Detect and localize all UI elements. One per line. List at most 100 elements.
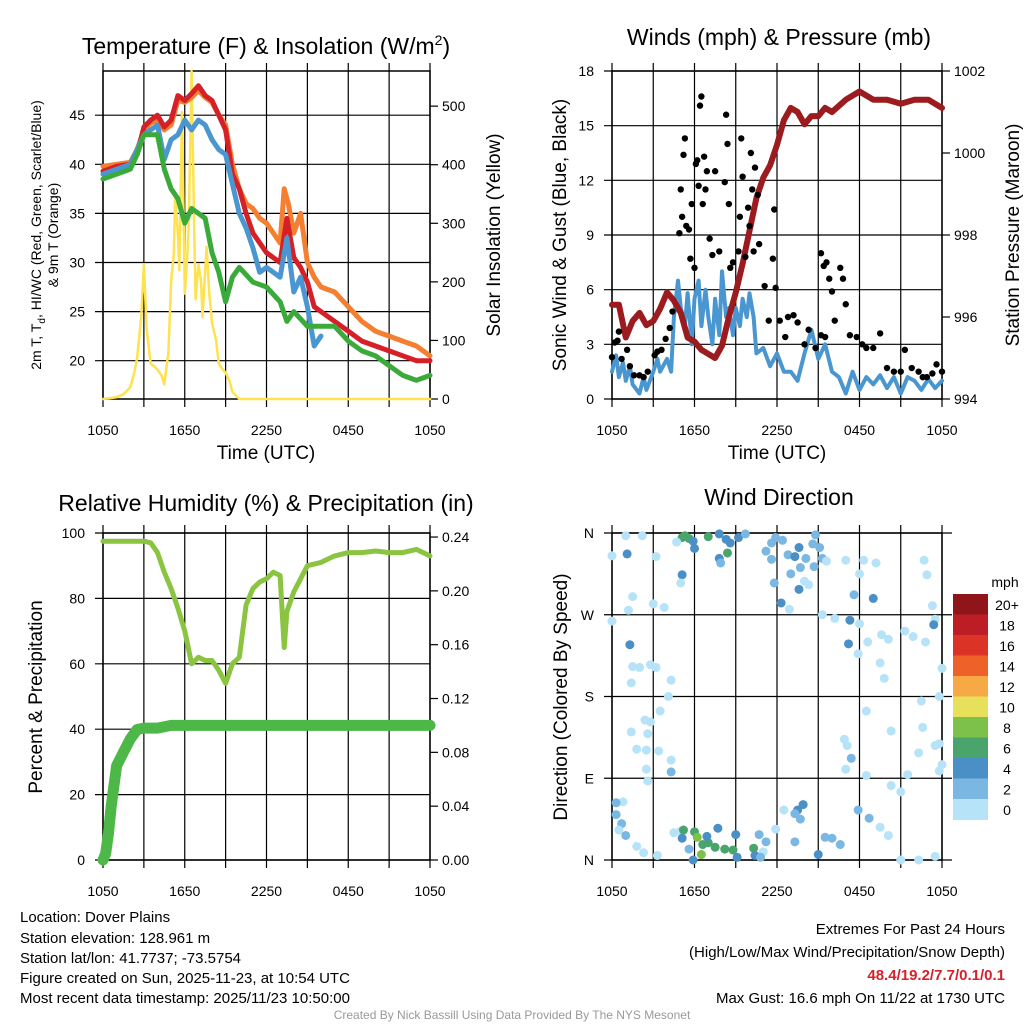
wind-direction-point bbox=[776, 598, 786, 608]
gust-point bbox=[666, 324, 673, 332]
gust-point bbox=[772, 284, 779, 292]
y2-tick-label: 100 bbox=[442, 332, 466, 348]
wind-direction-point bbox=[702, 831, 712, 841]
wind-direction-point bbox=[628, 592, 638, 602]
gust-point bbox=[837, 264, 844, 271]
wind-direction-point bbox=[934, 692, 944, 701]
wind-direction-point bbox=[937, 760, 947, 770]
y2-tick-label: 300 bbox=[442, 215, 466, 231]
grid bbox=[95, 525, 438, 868]
wind-direction-point bbox=[651, 662, 661, 672]
wind-direction-point bbox=[621, 531, 631, 541]
gust-point bbox=[694, 157, 701, 164]
series-line-precipitation bbox=[97, 719, 436, 866]
y2-tick-label: 0.12 bbox=[442, 691, 469, 707]
y-tick-label: 18 bbox=[578, 63, 594, 79]
gust-point bbox=[801, 341, 808, 348]
series-line-2m-t bbox=[100, 83, 433, 364]
temperature-chart-title: Temperature (F) & Insolation (W/m2) bbox=[82, 32, 450, 59]
wind-direction-point bbox=[808, 539, 818, 549]
wind-direction-point bbox=[618, 797, 628, 807]
y-tick-label: 20 bbox=[69, 353, 85, 369]
gust-point bbox=[876, 330, 884, 337]
station-lat-lon: Station lat/lon: 41.7737; -73.5754 bbox=[20, 950, 241, 967]
wind-direction-point bbox=[820, 832, 830, 842]
legend-label: 4 bbox=[1003, 761, 1011, 777]
x-tick-label: 1050 bbox=[87, 422, 118, 438]
extremes-title: Extremes For Past 24 Hours bbox=[816, 921, 1005, 938]
gust-point bbox=[640, 373, 647, 381]
y2-tick-label: 400 bbox=[442, 157, 466, 173]
gust-point bbox=[662, 335, 669, 343]
gust-point bbox=[744, 204, 752, 211]
gust-point bbox=[630, 372, 638, 379]
y-tick-label: N bbox=[584, 852, 594, 868]
gust-point bbox=[626, 363, 634, 370]
legend-label: 6 bbox=[1003, 741, 1011, 757]
humidity-chart-title: Relative Humidity (%) & Precipitation (i… bbox=[58, 490, 473, 516]
wind-direction-point bbox=[624, 605, 633, 615]
series-line-solar-insolation bbox=[101, 69, 432, 401]
gust-point bbox=[735, 248, 742, 255]
wind-direction-point bbox=[652, 850, 662, 860]
legend-swatch bbox=[953, 635, 988, 656]
y-tick-label: 3 bbox=[586, 336, 594, 352]
gust-point bbox=[769, 255, 777, 262]
wind-direction-point bbox=[641, 764, 651, 774]
legend-swatch bbox=[953, 614, 988, 636]
y-tick-label: 45 bbox=[69, 107, 85, 123]
gust-point bbox=[725, 200, 733, 208]
gust-point bbox=[812, 344, 819, 352]
gust-point bbox=[761, 282, 768, 290]
legend-swatch bbox=[953, 717, 988, 738]
wind-direction-point bbox=[663, 692, 673, 701]
wind-direction-point bbox=[710, 842, 720, 852]
wind-direction-point bbox=[868, 593, 878, 603]
legend-title: mph bbox=[991, 574, 1018, 590]
gust-point bbox=[739, 173, 746, 180]
legend-swatch bbox=[953, 696, 988, 718]
wind-direction-point bbox=[790, 552, 800, 562]
legend-label: 8 bbox=[1003, 720, 1011, 736]
figure-created: Figure created on Sun, 2025-11-23, at 10… bbox=[20, 970, 350, 987]
wind-direction-point bbox=[813, 850, 823, 860]
gust-point bbox=[700, 153, 708, 160]
gust-point bbox=[771, 206, 778, 213]
credit-line: Created By Nick Bassill Using Data Provi… bbox=[334, 1008, 691, 1022]
gust-point bbox=[618, 355, 625, 363]
wind-direction-point bbox=[855, 619, 864, 629]
wind-direction-point bbox=[841, 555, 851, 565]
wind-direction-point bbox=[677, 570, 687, 580]
x-tick-label: 0450 bbox=[333, 883, 364, 899]
plot-3: 1050 1650 2250 0450 10500204060801000.000.04… bbox=[62, 525, 469, 899]
wind-direction-point bbox=[769, 578, 779, 588]
y2-tick-label: 0.04 bbox=[442, 798, 469, 814]
y2-tick-label: 0.00 bbox=[442, 852, 469, 868]
wind-direction-point bbox=[914, 748, 924, 758]
legend-label: 14 bbox=[999, 659, 1015, 675]
gust-point bbox=[839, 275, 847, 282]
temperature-y-axis-label-line2: & 9m T (Orange) bbox=[45, 183, 61, 288]
wind-direction-point bbox=[835, 840, 845, 850]
wind-direction-y-axis-label: Direction (Colored By Speed) bbox=[551, 573, 572, 820]
wind-direction-point bbox=[853, 649, 863, 659]
gust-point bbox=[644, 368, 651, 375]
wind-direction-point bbox=[651, 552, 661, 562]
gust-point bbox=[823, 259, 830, 266]
y-tick-label: N bbox=[584, 525, 594, 541]
wind-direction-point bbox=[786, 569, 796, 579]
wind-direction-point bbox=[896, 855, 906, 865]
wind-direction-point bbox=[877, 630, 886, 640]
y2-tick-label: 1000 bbox=[954, 145, 985, 161]
legend-label: 12 bbox=[999, 679, 1015, 695]
wind-direction-point bbox=[626, 678, 636, 688]
y-tick-label: 100 bbox=[62, 525, 86, 541]
gust-point bbox=[680, 151, 687, 159]
wind-direction-point bbox=[883, 830, 893, 840]
wind-direction-point bbox=[779, 805, 789, 815]
gust-point bbox=[790, 311, 797, 319]
wind-direction-point bbox=[841, 764, 851, 774]
gust-point bbox=[784, 313, 792, 321]
max-gust: Max Gust: 16.6 mph On 11/22 at 1730 UTC bbox=[716, 990, 1005, 1007]
wind-direction-point bbox=[784, 604, 794, 614]
